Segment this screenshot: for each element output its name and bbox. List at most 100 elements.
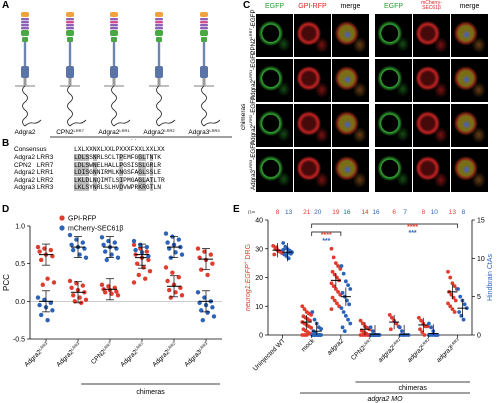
data-point xyxy=(458,294,463,299)
residue: M xyxy=(104,176,109,184)
data-point xyxy=(80,283,86,288)
lrr-repeat-block xyxy=(155,27,163,30)
tm-helix-coil xyxy=(111,85,117,127)
residue: M xyxy=(126,176,131,184)
micrograph-cell xyxy=(294,59,331,102)
residue: T xyxy=(115,154,120,161)
n-count-red: 8 xyxy=(276,209,280,216)
ig-block xyxy=(201,37,207,42)
legend-marker xyxy=(59,215,65,221)
n-count-red: 21 xyxy=(303,209,311,216)
micrograph-cell xyxy=(413,14,450,57)
data-point xyxy=(71,293,76,298)
residue: N xyxy=(92,161,97,169)
data-point xyxy=(387,312,392,317)
residue: A xyxy=(145,176,150,184)
residue: N xyxy=(149,154,154,161)
residue: V xyxy=(123,184,127,192)
residue: L xyxy=(153,169,158,177)
data-point xyxy=(133,247,138,253)
data-point xyxy=(341,310,346,314)
residue: R xyxy=(96,184,101,192)
residue: P xyxy=(123,176,127,184)
significance-marker: *** xyxy=(408,230,416,237)
data-point xyxy=(448,275,453,280)
residue: M xyxy=(126,154,131,161)
data-point xyxy=(339,306,344,311)
data-point xyxy=(358,318,363,323)
residue: R xyxy=(96,154,101,161)
residue: P xyxy=(119,161,124,169)
alignment-row-sequence: LDISGNNIRMLKNGSFAGLSSLE xyxy=(74,169,161,177)
residue: I xyxy=(130,161,135,169)
lrr-repeat-block xyxy=(21,24,29,27)
residue: G xyxy=(138,154,143,161)
lrr-ct-block xyxy=(155,30,163,36)
data-point xyxy=(341,271,346,276)
sig-bracket-long xyxy=(311,223,458,228)
residue: D xyxy=(77,154,82,161)
panel-label-b: B xyxy=(2,138,10,149)
lrr-repeat-block xyxy=(200,24,208,27)
data-point xyxy=(83,297,89,303)
data-point xyxy=(450,307,455,312)
residue: L xyxy=(111,169,116,177)
consensus-label: Consensus xyxy=(14,146,47,153)
residue: K xyxy=(115,169,120,177)
micrograph-cell xyxy=(332,149,369,192)
data-point xyxy=(287,249,292,254)
tm-helix-coil xyxy=(22,85,28,127)
data-point xyxy=(74,237,79,242)
data-point xyxy=(71,247,76,253)
residue: A xyxy=(108,161,112,169)
lrr-ct-block xyxy=(66,30,74,36)
tm-helix-coil xyxy=(201,85,207,127)
residue: C xyxy=(108,154,112,161)
data-point xyxy=(406,333,411,337)
micrograph-column-title: EGFP xyxy=(383,3,404,10)
stalk-segment xyxy=(112,42,116,66)
data-point xyxy=(50,308,55,313)
residue: L xyxy=(81,184,86,192)
ig-block xyxy=(156,37,162,42)
data-point xyxy=(179,252,185,257)
residue: F xyxy=(130,154,135,161)
data-point xyxy=(329,307,334,312)
residue: L xyxy=(111,161,116,169)
data-point xyxy=(109,291,114,296)
data-point xyxy=(329,281,334,286)
data-point xyxy=(348,321,353,326)
residue: L xyxy=(142,154,146,161)
data-point xyxy=(37,302,42,308)
micrograph-cell xyxy=(375,14,412,57)
data-point xyxy=(69,285,74,290)
micrograph-column-title: merge xyxy=(340,3,361,10)
data-point xyxy=(446,269,450,274)
data-point xyxy=(77,252,82,257)
data-point xyxy=(114,289,119,294)
micrograph-column-title: merge xyxy=(459,3,480,10)
n-count-red: 13 xyxy=(449,209,457,216)
micrograph-cell xyxy=(413,104,450,147)
n-count-red: 14 xyxy=(361,209,369,216)
data-point xyxy=(45,317,50,323)
micrograph-cell xyxy=(413,149,450,192)
data-point xyxy=(39,312,44,318)
data-point xyxy=(400,329,404,334)
data-point xyxy=(205,272,210,278)
y-axis-label: PCC xyxy=(2,274,11,291)
data-point xyxy=(199,267,204,272)
x-tick-label: Uninjected WT xyxy=(252,337,287,372)
data-point xyxy=(452,284,457,289)
data-point xyxy=(39,257,44,263)
c-terminal-tail xyxy=(158,119,176,127)
y-tick-label-right: 15 xyxy=(477,218,485,225)
tm-segment xyxy=(68,78,72,86)
data-point xyxy=(200,317,205,323)
data-point xyxy=(40,282,45,287)
residue: I xyxy=(100,176,105,184)
residue: G xyxy=(130,176,135,184)
panel-label-e: E xyxy=(233,204,240,215)
legend-label: mCherry-SEC61β xyxy=(68,226,123,233)
gain-domain xyxy=(200,66,208,78)
